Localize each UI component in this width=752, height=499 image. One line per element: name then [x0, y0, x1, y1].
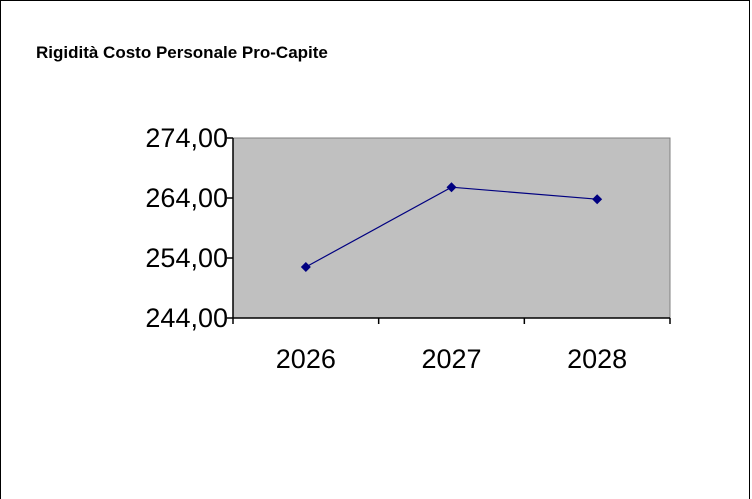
y-tick-label: 264,00: [145, 183, 228, 213]
axes: [232, 138, 670, 319]
x-axis-ticks: 2026 2027 2028: [232, 318, 671, 374]
data-point: [300, 262, 311, 272]
y-axis-ticks: 274,00 264,00 254,00 244,00: [145, 123, 233, 333]
data-point: [592, 194, 603, 205]
x-tick-label: 2028: [567, 344, 627, 374]
x-tick-label: 2026: [276, 344, 336, 374]
y-tick-label: 254,00: [145, 243, 228, 273]
chart-title: Rigidità Costo Personale Pro-Capite: [36, 43, 328, 62]
y-tick-label: 274,00: [145, 123, 228, 153]
x-tick-label: 2027: [421, 344, 481, 374]
y-tick-label: 244,00: [145, 303, 228, 333]
data-point: [446, 182, 457, 193]
plot-area: [232, 137, 671, 319]
series-group: [300, 182, 603, 272]
